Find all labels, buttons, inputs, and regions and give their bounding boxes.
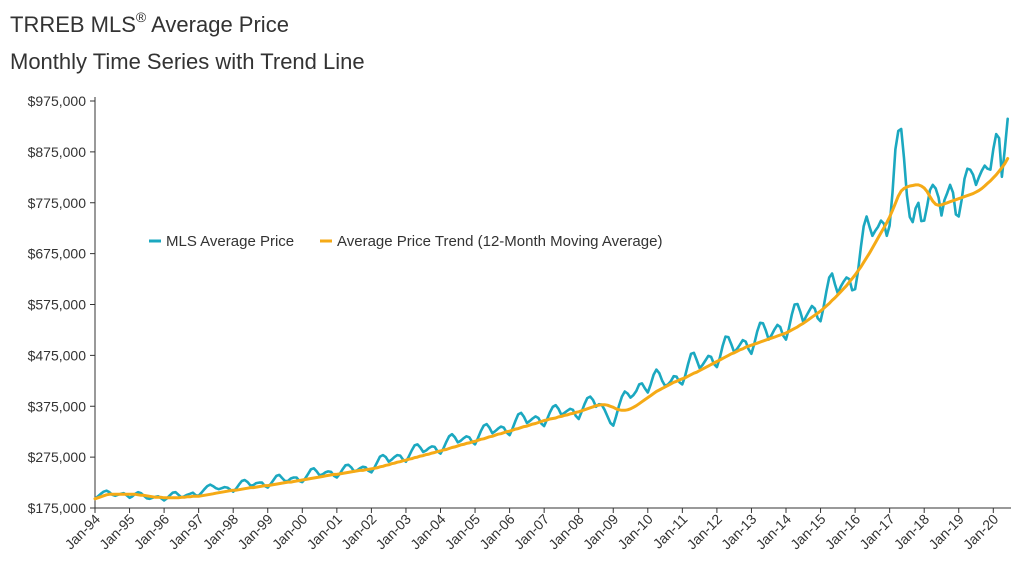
y-tick-label: $175,000 bbox=[28, 500, 87, 516]
x-tick-label: Jan-18 bbox=[891, 511, 933, 553]
mls-average-price-line bbox=[93, 117, 1010, 502]
x-tick-label: Jan-97 bbox=[165, 511, 207, 553]
x-tick-label: Jan-17 bbox=[856, 511, 898, 553]
x-tick-label: Jan-12 bbox=[683, 511, 725, 553]
registered-mark: ® bbox=[135, 9, 147, 25]
y-tick-label: $475,000 bbox=[28, 347, 87, 363]
x-tick-label: Jan-13 bbox=[718, 511, 760, 553]
x-tick-label: Jan-09 bbox=[580, 511, 622, 553]
x-tick-label: Jan-98 bbox=[200, 511, 242, 553]
y-tick-label: $675,000 bbox=[28, 246, 87, 262]
chart-title-line-1: TRREB MLS® Average Price bbox=[10, 10, 289, 37]
x-tick-label: Jan-14 bbox=[753, 511, 795, 553]
y-tick-label: $275,000 bbox=[28, 449, 87, 465]
x-tick-label: Jan-02 bbox=[338, 511, 380, 553]
x-tick-label: Jan-03 bbox=[372, 511, 414, 553]
x-tick-label: Jan-99 bbox=[234, 511, 276, 553]
series-layer bbox=[93, 117, 1010, 502]
x-tick-label: Jan-07 bbox=[511, 511, 553, 553]
x-tick-label: Jan-16 bbox=[822, 511, 864, 553]
legend-label-average-price-trend: Average Price Trend (12-Month Moving Ave… bbox=[337, 233, 662, 250]
x-axis: Jan-94Jan-95Jan-96Jan-97Jan-98Jan-99Jan-… bbox=[62, 507, 1011, 553]
x-tick-label: Jan-15 bbox=[787, 511, 829, 553]
legend-label-mls-average-price: MLS Average Price bbox=[166, 233, 294, 250]
title-rest: Average Price bbox=[146, 12, 289, 37]
x-tick-label: Jan-01 bbox=[303, 511, 345, 553]
average-price-trend-line bbox=[93, 157, 1010, 501]
x-tick-label: Jan-19 bbox=[925, 511, 967, 553]
y-tick-label: $975,000 bbox=[28, 93, 87, 109]
x-tick-label: Jan-11 bbox=[650, 511, 691, 552]
y-tick-label: $375,000 bbox=[28, 398, 87, 414]
legend: MLS Average Price Average Price Trend (12… bbox=[149, 233, 662, 250]
y-tick-label: $775,000 bbox=[28, 195, 87, 211]
x-tick-label: Jan-96 bbox=[131, 511, 173, 553]
x-tick-label: Jan-00 bbox=[269, 511, 311, 553]
x-tick-label: Jan-05 bbox=[442, 511, 484, 553]
x-tick-label: Jan-10 bbox=[614, 511, 656, 553]
x-tick-label: Jan-94 bbox=[62, 511, 104, 553]
x-tick-label: Jan-20 bbox=[960, 511, 1002, 553]
x-tick-label: Jan-04 bbox=[407, 511, 449, 553]
chart-title-line-2: Monthly Time Series with Trend Line bbox=[10, 49, 365, 74]
x-tick-label: Jan-08 bbox=[545, 511, 587, 553]
x-tick-label: Jan-95 bbox=[96, 511, 138, 553]
y-tick-label: $875,000 bbox=[28, 144, 87, 160]
title-main: TRREB MLS bbox=[10, 12, 136, 37]
y-axis: $175,000 $275,000 $375,000 $475,000 $575,000… bbox=[28, 93, 96, 516]
y-tick-label: $575,000 bbox=[28, 297, 87, 313]
x-tick-label: Jan-06 bbox=[476, 511, 518, 553]
